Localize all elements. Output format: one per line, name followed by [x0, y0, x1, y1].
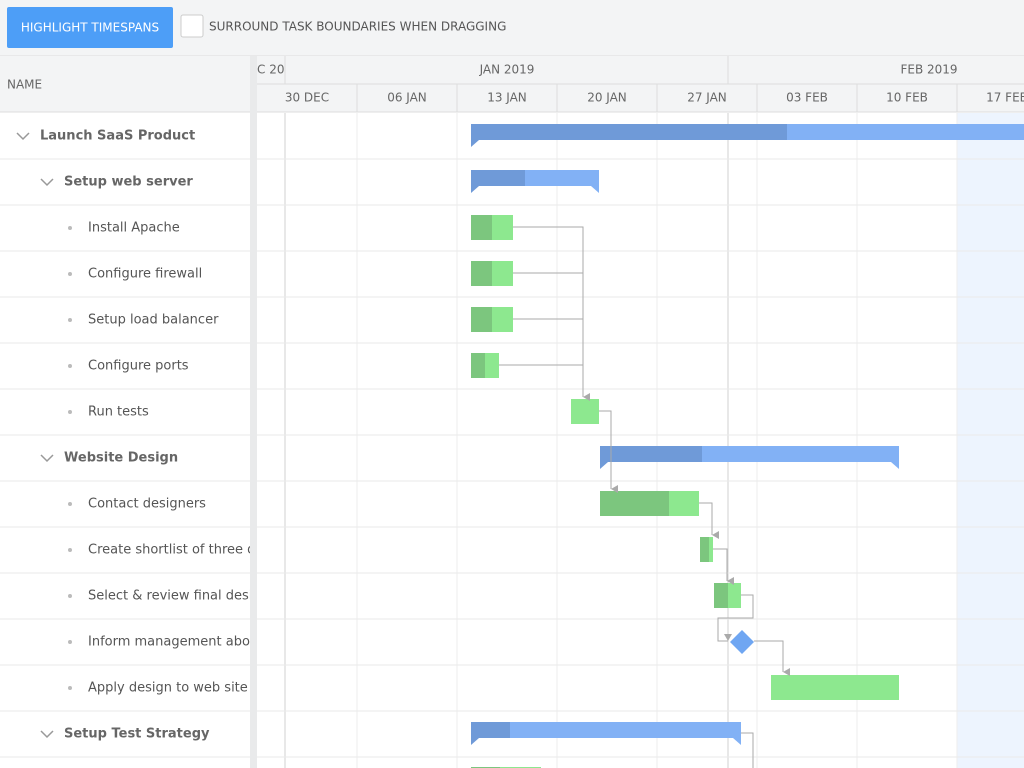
summary-bar[interactable]	[471, 722, 741, 738]
dependencies	[499, 226, 790, 768]
week-label: 30 DEC	[285, 91, 329, 105]
month-label: JAN 2019	[479, 63, 535, 77]
task-name[interactable]: Contact designers	[88, 497, 206, 512]
task-progress	[714, 583, 728, 608]
milestone[interactable]	[730, 630, 754, 654]
task-name[interactable]: Configure firewall	[88, 267, 202, 282]
task-name[interactable]: Install Apache	[88, 221, 180, 236]
month-label: FEB 2019	[900, 63, 957, 77]
bullet	[68, 640, 72, 644]
task-progress	[471, 353, 485, 378]
button-label[interactable]: HIGHLIGHT TIMESPANS	[21, 21, 159, 35]
summary-end	[891, 462, 899, 469]
week-label: 27 JAN	[687, 91, 727, 105]
summary-end	[591, 186, 599, 193]
task-bar[interactable]	[571, 399, 599, 424]
dependency	[513, 226, 590, 401]
checkbox-label[interactable]: SURROUND TASK BOUNDARIES WHEN DRAGGING	[209, 20, 506, 34]
bullet	[68, 686, 72, 690]
week-label: 10 FEB	[886, 91, 928, 105]
summary-end	[471, 738, 479, 745]
group-name[interactable]: Setup Test Strategy	[64, 727, 210, 742]
month-label: DEC 2018	[240, 63, 300, 77]
dependency	[717, 594, 754, 642]
summary-end	[600, 462, 608, 469]
splitter[interactable]	[250, 56, 257, 768]
summary-progress	[600, 446, 702, 462]
task-name[interactable]: Setup load balancer	[88, 313, 219, 328]
week-label: 17 FEB	[986, 91, 1024, 105]
bullet	[68, 364, 72, 368]
task-progress	[471, 307, 492, 332]
task-progress	[700, 537, 709, 562]
dependency	[754, 640, 790, 676]
summary-progress	[471, 722, 510, 738]
group-name[interactable]: Website Design	[64, 451, 178, 466]
bullet	[68, 318, 72, 322]
summary-end	[471, 186, 479, 193]
task-progress	[600, 491, 669, 516]
expand-chevron[interactable]	[40, 454, 54, 463]
task-name[interactable]: Inform management about decision	[88, 635, 321, 650]
bullet	[68, 548, 72, 552]
dependency	[741, 732, 754, 768]
task-name[interactable]: Run tests	[88, 405, 149, 420]
task-name[interactable]: Configure ports	[88, 359, 189, 374]
task-name[interactable]: Create shortlist of three designers	[88, 543, 311, 558]
task-bar[interactable]	[771, 675, 899, 700]
summary-end	[471, 140, 479, 147]
dependency	[699, 502, 719, 539]
dependency	[599, 410, 618, 493]
bullet	[68, 272, 72, 276]
expand-chevron[interactable]	[40, 730, 54, 739]
expand-chevron[interactable]	[16, 132, 30, 141]
group-name[interactable]: Setup web server	[64, 175, 193, 190]
summary-end	[733, 738, 741, 745]
month-cells: DEC 2018 JAN 2019 FEB 2019	[240, 63, 958, 77]
dependency	[713, 548, 734, 585]
week-label: 06 JAN	[387, 91, 427, 105]
task-name[interactable]: Select & review final design	[88, 589, 269, 604]
week-label: 20 JAN	[587, 91, 627, 105]
bullet	[68, 594, 72, 598]
group-name[interactable]: Launch SaaS Product	[40, 129, 195, 144]
week-label: 03 FEB	[786, 91, 828, 105]
bullet	[68, 226, 72, 230]
name-header[interactable]: NAME	[7, 78, 42, 92]
bullet	[68, 502, 72, 506]
timespan-highlight	[957, 113, 1024, 768]
week-label: 13 JAN	[487, 91, 527, 105]
bullet	[68, 410, 72, 414]
task-progress	[471, 261, 492, 286]
summary-progress	[471, 124, 787, 140]
summary-progress	[471, 170, 525, 186]
task-progress	[471, 215, 492, 240]
highlight-button[interactable]	[7, 7, 173, 48]
checkbox[interactable]	[180, 14, 204, 38]
expand-chevron[interactable]	[40, 178, 54, 187]
task-name[interactable]: Apply design to web site	[88, 681, 248, 696]
